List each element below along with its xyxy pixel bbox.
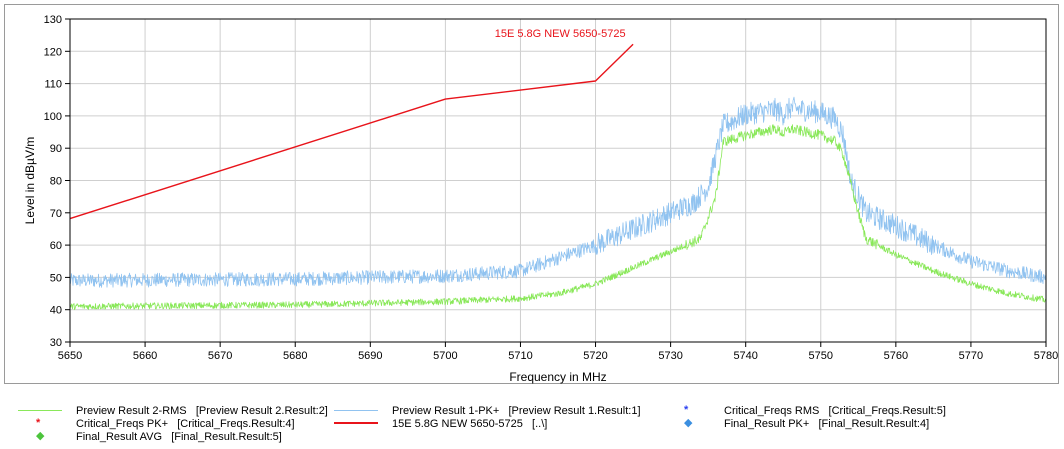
legend-line-pk-icon bbox=[334, 404, 378, 418]
legend-item-critical-rms: * Critical_Freqs RMS [Critical_Freqs.Res… bbox=[666, 404, 946, 418]
legend-label: Critical_Freqs RMS bbox=[724, 405, 820, 417]
x-tick-label: 5740 bbox=[733, 350, 757, 362]
legend-item-final-avg: ◆ Final_Result AVG [Final_Result.Result:… bbox=[18, 430, 282, 444]
series-line-pk bbox=[69, 96, 1047, 288]
x-tick-label: 5730 bbox=[658, 350, 682, 362]
legend-label: 15E 5.8G NEW 5650-5725 bbox=[392, 418, 523, 430]
legend-ref: [Preview Result 2.Result:2] bbox=[195, 405, 328, 417]
y-axis-label: Level in dBµV/m bbox=[23, 137, 37, 225]
y-tick-label: 90 bbox=[50, 143, 62, 155]
legend-label: Critical_Freqs PK+ bbox=[76, 418, 169, 430]
legend-item-rms: Preview Result 2-RMS [Preview Result 2.R… bbox=[18, 404, 328, 418]
x-tick-label: 5780 bbox=[1034, 350, 1058, 362]
x-tick-label: 5690 bbox=[358, 350, 382, 362]
legend-item-critical-pk: * Critical_Freqs PK+ [Critical_Freqs.Res… bbox=[18, 417, 295, 431]
x-tick-label: 5660 bbox=[133, 350, 157, 362]
legend-ref: [Critical_Freqs.Result:4] bbox=[177, 418, 295, 430]
diamond-blue-icon: ◆ bbox=[684, 417, 693, 429]
x-tick-label: 5760 bbox=[884, 350, 908, 362]
x-axis-label: Frequency in MHz bbox=[509, 370, 606, 384]
y-tick-label: 50 bbox=[50, 272, 62, 284]
y-tick-label: 40 bbox=[50, 305, 62, 317]
x-tick-label: 5700 bbox=[433, 350, 457, 362]
y-tick-label: 30 bbox=[50, 337, 62, 349]
legend-ref: [Final_Result.Result:5] bbox=[171, 431, 282, 443]
legend-item-final-pk: ◆ Final_Result PK+ [Final_Result.Result:… bbox=[666, 417, 929, 431]
legend-line-limit-icon bbox=[334, 417, 378, 431]
y-tick-label: 100 bbox=[44, 111, 62, 123]
legend-item-limit: 15E 5.8G NEW 5650-5725 [..\] bbox=[334, 417, 547, 431]
legend-item-pk: Preview Result 1-PK+ [Preview Result 1.R… bbox=[334, 404, 641, 418]
legend-label: Final_Result AVG bbox=[76, 431, 163, 443]
legend-label: Preview Result 1-PK+ bbox=[392, 405, 500, 417]
legend-ref: [Preview Result 1.Result:1] bbox=[508, 405, 641, 417]
asterisk-red-icon: * bbox=[36, 417, 41, 429]
x-tick-label: 5770 bbox=[959, 350, 983, 362]
y-tick-label: 60 bbox=[50, 240, 62, 252]
x-tick-label: 5670 bbox=[208, 350, 232, 362]
x-tick-label: 5710 bbox=[508, 350, 532, 362]
legend: Preview Result 2-RMS [Preview Result 2.R… bbox=[0, 398, 1064, 448]
x-tick-label: 5720 bbox=[583, 350, 607, 362]
legend-ref: [Final_Result.Result:4] bbox=[818, 418, 930, 430]
legend-ref: [..\] bbox=[532, 418, 548, 430]
plot-border bbox=[69, 18, 1047, 343]
legend-label: Preview Result 2-RMS bbox=[76, 405, 187, 417]
y-tick-label: 120 bbox=[44, 46, 62, 58]
chart-svg: 5650 5660 5670 5680 5690 5700 5710 5720 5730 5740… bbox=[23, 14, 1058, 384]
y-tick-label: 80 bbox=[50, 176, 62, 188]
diamond-green-icon: ◆ bbox=[36, 430, 45, 442]
series-line-limit bbox=[69, 43, 634, 220]
asterisk-blue-icon: * bbox=[684, 404, 689, 416]
y-tick-label: 110 bbox=[44, 79, 62, 91]
y-tick-label: 130 bbox=[44, 14, 62, 26]
legend-line-rms-icon bbox=[18, 404, 62, 418]
legend-ref: [Critical_Freqs.Result:5] bbox=[828, 405, 946, 417]
limit-annotation: 15E 5.8G NEW 5650-5725 bbox=[495, 28, 626, 40]
x-tick-label: 5680 bbox=[283, 350, 307, 362]
legend-label: Final_Result PK+ bbox=[724, 418, 810, 430]
x-tick-label: 5750 bbox=[809, 350, 833, 362]
series-line-rms bbox=[69, 124, 1047, 311]
y-tick-label: 70 bbox=[50, 208, 62, 220]
x-tick-label: 5650 bbox=[58, 350, 82, 362]
